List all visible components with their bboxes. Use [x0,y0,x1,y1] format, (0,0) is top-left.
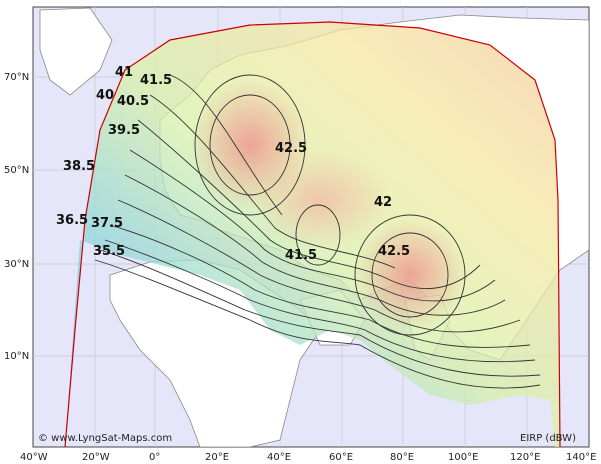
lat-tick: 50°N [4,165,29,176]
latitude-labels: 70°N 50°N 30°N 10°N [4,72,29,362]
lon-tick: 0° [149,452,160,463]
contour-label: 35.5 [93,244,125,259]
contour-labels: 41 41.5 40 40.5 39.5 38.5 36.5 37.5 35.5… [56,65,410,263]
lon-tick: 40°E [267,452,291,463]
lon-tick: 20°W [82,452,110,463]
contour-label: 42.5 [378,244,410,259]
longitude-labels: 40°W 20°W 0° 20°E 40°E 60°E 80°E 100°E 1… [20,452,596,463]
lat-tick: 70°N [4,72,29,83]
coverage-edge [64,21,561,447]
lat-tick: 30°N [4,259,29,270]
contour-label: 38.5 [63,159,95,174]
lon-tick: 120°E [510,452,540,463]
lon-tick: 140°E [566,452,596,463]
unit-label: EIRP (dBW) [520,433,576,444]
contour-label: 36.5 [56,213,88,228]
contour-label: 37.5 [91,216,123,231]
contour-label: 39.5 [108,123,140,138]
contour-label: 41.5 [285,248,317,263]
lon-tick: 40°W [20,452,48,463]
contour-label: 40 [96,88,114,103]
contour-label: 41.5 [140,73,172,88]
lon-tick: 60°E [329,452,353,463]
eirp-contours [94,74,541,389]
contour-label: 41 [115,65,133,80]
lon-tick: 20°E [205,452,229,463]
lat-tick: 10°N [4,351,29,362]
lon-tick: 80°E [390,452,414,463]
lon-tick: 100°E [448,452,478,463]
contour-label: 42.5 [275,141,307,156]
credit-text: © www.LyngSat-Maps.com [38,433,172,444]
contour-label: 40.5 [117,94,149,109]
contour-label: 42 [374,195,392,210]
